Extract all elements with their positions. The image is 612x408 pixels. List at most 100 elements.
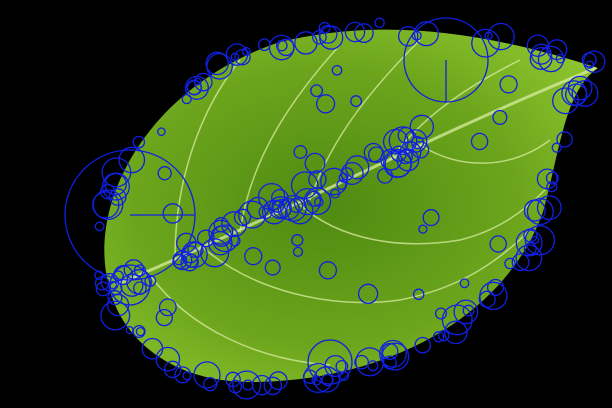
keypoint — [305, 190, 322, 207]
keypoint — [583, 50, 606, 73]
keypoint — [263, 376, 283, 396]
keypoint — [108, 188, 127, 206]
keypoint — [176, 232, 197, 254]
keypoint — [293, 145, 308, 159]
keypoint — [330, 188, 341, 199]
keypoint — [489, 235, 507, 253]
keypoint — [104, 172, 127, 196]
keypoint — [257, 38, 271, 52]
keypoint — [487, 22, 515, 51]
keypoint — [545, 171, 559, 185]
keypoint — [251, 374, 273, 396]
keypoint — [94, 275, 110, 291]
keypoint — [536, 195, 562, 221]
keypoint — [228, 234, 241, 247]
keypoint — [515, 229, 543, 257]
keypoint — [374, 17, 385, 29]
keypoint — [234, 48, 251, 66]
keypoint — [377, 167, 393, 184]
keypoint — [556, 131, 573, 148]
leaf — [104, 29, 598, 383]
keypoint — [411, 136, 425, 150]
keypoint — [511, 253, 530, 272]
keypoint — [499, 75, 518, 94]
keypoint — [526, 34, 550, 57]
keypoint — [182, 371, 192, 381]
keypoint — [546, 181, 558, 193]
keypoint — [367, 360, 379, 372]
keypoint — [344, 21, 366, 43]
keypoint — [155, 346, 181, 372]
keypoint — [100, 272, 120, 292]
keypoint — [492, 109, 508, 125]
keypoint — [120, 273, 144, 297]
keypoint — [232, 370, 262, 400]
keypoint — [523, 228, 538, 243]
keypoint — [335, 359, 349, 373]
keypoint — [552, 87, 579, 115]
keypoint — [388, 126, 418, 155]
keypoint — [414, 336, 432, 354]
keypoint — [381, 342, 399, 360]
keypoint — [193, 72, 213, 92]
keypoint — [462, 304, 475, 317]
keypoint — [225, 43, 249, 66]
keypoint — [126, 269, 152, 295]
keypoint — [523, 199, 546, 222]
keypoint — [181, 245, 200, 264]
keypoint — [354, 23, 374, 43]
keypoint — [320, 167, 348, 196]
keypoint — [437, 329, 450, 342]
keypoint — [526, 198, 554, 226]
keypoint — [379, 339, 407, 368]
keypoint — [354, 354, 369, 370]
keypoint — [479, 281, 508, 311]
keypoint — [368, 146, 385, 164]
keypoint — [397, 26, 419, 47]
keypoint — [106, 293, 130, 317]
keypoint — [118, 146, 146, 174]
keypoint — [413, 21, 439, 47]
keypoint — [470, 132, 489, 151]
keypoint — [319, 25, 344, 50]
keypoint — [318, 24, 338, 44]
keypoint — [92, 191, 120, 219]
keypoint — [338, 172, 349, 183]
keypoint — [441, 304, 473, 336]
keypoint — [155, 308, 173, 327]
keypoint — [100, 300, 131, 331]
keypoint — [271, 188, 289, 207]
keypoint — [422, 209, 440, 227]
keypoint — [434, 307, 448, 320]
keypoint — [471, 28, 501, 58]
keypoint — [312, 29, 327, 45]
keypoint — [390, 145, 407, 162]
keypoint — [158, 298, 177, 317]
keypoint — [478, 290, 496, 308]
keypoint — [530, 235, 540, 245]
keypoint — [291, 234, 304, 247]
keypoint — [293, 187, 321, 216]
keypoint — [272, 198, 292, 219]
keypoint — [258, 205, 273, 220]
keypoint — [261, 199, 287, 225]
keypoint — [206, 52, 233, 80]
keypoint — [268, 371, 288, 391]
keypoint — [132, 135, 146, 149]
keypoint — [504, 257, 516, 270]
keypoint — [412, 288, 425, 301]
keypoint — [307, 339, 353, 385]
keypoint — [324, 354, 347, 378]
keypoint — [123, 259, 145, 280]
keypoint — [246, 196, 270, 220]
keypoint — [340, 167, 354, 181]
keypoint — [277, 198, 300, 221]
keypoint — [225, 371, 241, 388]
keypoint — [363, 142, 384, 163]
keypoint — [409, 114, 435, 140]
keypoint — [523, 242, 537, 256]
keypoint — [95, 281, 111, 297]
keypoint — [230, 52, 240, 62]
keypoint — [565, 83, 588, 106]
keypoint — [157, 166, 172, 181]
